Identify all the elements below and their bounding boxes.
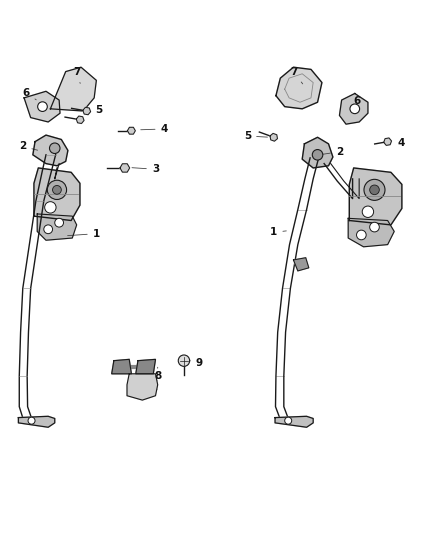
Text: 4: 4 bbox=[141, 124, 168, 134]
Text: 1: 1 bbox=[67, 229, 100, 239]
Polygon shape bbox=[50, 67, 96, 111]
Polygon shape bbox=[127, 374, 158, 400]
Text: 6: 6 bbox=[353, 96, 360, 109]
Text: 5: 5 bbox=[88, 104, 102, 115]
Polygon shape bbox=[24, 91, 60, 122]
Text: 7: 7 bbox=[73, 67, 80, 83]
Circle shape bbox=[350, 104, 360, 114]
Circle shape bbox=[38, 102, 47, 111]
Polygon shape bbox=[270, 133, 277, 141]
Text: 2: 2 bbox=[19, 141, 38, 151]
Polygon shape bbox=[34, 168, 80, 221]
Text: 8: 8 bbox=[154, 367, 161, 381]
Polygon shape bbox=[127, 127, 135, 134]
Circle shape bbox=[357, 230, 366, 240]
Circle shape bbox=[55, 219, 64, 227]
Circle shape bbox=[44, 225, 53, 233]
Polygon shape bbox=[33, 135, 68, 166]
Circle shape bbox=[312, 150, 323, 160]
Circle shape bbox=[362, 206, 374, 217]
Text: 5: 5 bbox=[244, 131, 268, 141]
Circle shape bbox=[47, 180, 67, 199]
Polygon shape bbox=[112, 359, 131, 374]
Text: 2: 2 bbox=[319, 147, 343, 157]
Circle shape bbox=[364, 179, 385, 200]
Polygon shape bbox=[276, 67, 322, 109]
Circle shape bbox=[370, 222, 379, 232]
Polygon shape bbox=[76, 116, 84, 124]
Circle shape bbox=[49, 143, 60, 154]
Text: 3: 3 bbox=[132, 164, 159, 174]
Circle shape bbox=[285, 417, 292, 424]
Polygon shape bbox=[120, 164, 130, 172]
Polygon shape bbox=[339, 93, 368, 124]
Circle shape bbox=[28, 417, 35, 424]
Text: 9: 9 bbox=[189, 358, 203, 368]
Polygon shape bbox=[302, 138, 333, 168]
Circle shape bbox=[53, 185, 61, 194]
Text: 1: 1 bbox=[270, 228, 286, 237]
Polygon shape bbox=[275, 416, 313, 427]
Polygon shape bbox=[293, 258, 309, 271]
Text: 4: 4 bbox=[389, 138, 404, 148]
Circle shape bbox=[178, 355, 190, 366]
Text: 7: 7 bbox=[290, 67, 303, 84]
Polygon shape bbox=[350, 168, 402, 225]
Polygon shape bbox=[83, 107, 91, 115]
Polygon shape bbox=[37, 214, 77, 240]
Polygon shape bbox=[348, 219, 394, 247]
Text: 6: 6 bbox=[23, 88, 36, 100]
Polygon shape bbox=[18, 416, 55, 427]
Polygon shape bbox=[136, 359, 155, 374]
Polygon shape bbox=[384, 138, 392, 146]
Circle shape bbox=[45, 201, 56, 213]
Circle shape bbox=[370, 185, 379, 195]
